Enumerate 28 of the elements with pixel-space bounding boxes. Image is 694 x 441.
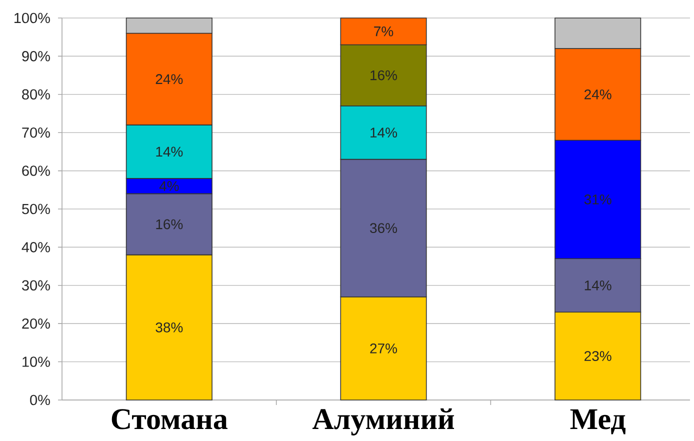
y-tick-label: 80% [22,89,50,100]
data-label: 7% [374,26,394,36]
data-label: 4% [159,181,179,191]
y-tick-label: 90% [22,51,50,62]
x-tick-label: Мед [570,409,626,434]
y-tick-label: 50% [22,204,50,214]
y-tick-label: 60% [22,166,50,176]
data-label: 16% [156,219,183,230]
y-tick-label: 100% [14,12,50,24]
data-label: 36% [370,223,398,234]
data-label: 27% [370,343,398,354]
y-tick-label: 40% [22,242,50,252]
y-tick-label: 20% [22,318,50,329]
y-tick-label: 30% [22,280,50,291]
y-tick-label: 70% [22,127,50,138]
data-label: 24% [156,74,183,84]
y-tick-label: 10% [22,356,50,367]
data-label: 24% [584,89,612,100]
y-tick-label: 0% [30,394,50,406]
data-label: 23% [584,351,612,362]
data-label: 14% [370,128,398,138]
x-tick-label: Алуминий [312,408,454,436]
data-label: 38% [156,322,183,332]
data-label: 14% [156,146,183,157]
x-tick-label: Стомана [112,409,228,430]
data-label: 14% [584,280,612,290]
data-label: 31% [584,194,612,204]
data-label: 16% [370,70,398,80]
